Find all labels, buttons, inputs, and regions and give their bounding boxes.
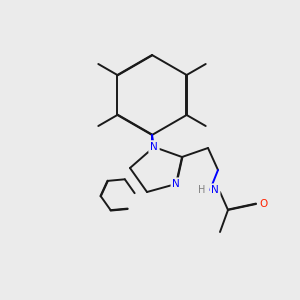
Text: N: N <box>150 142 158 152</box>
Text: H: H <box>198 185 206 195</box>
Text: N: N <box>172 179 180 189</box>
Text: O: O <box>259 199 267 209</box>
Text: N: N <box>150 142 158 152</box>
Text: N: N <box>211 185 219 195</box>
